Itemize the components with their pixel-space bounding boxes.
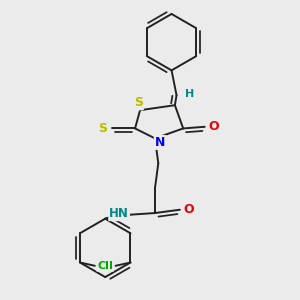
Text: O: O [184, 203, 194, 216]
Text: Cl: Cl [97, 261, 109, 271]
Text: S: S [98, 122, 107, 135]
Text: H: H [184, 88, 194, 99]
Text: N: N [155, 136, 165, 149]
Text: S: S [134, 96, 143, 110]
Text: O: O [209, 120, 219, 133]
Text: Cl: Cl [101, 261, 113, 271]
Text: HN: HN [109, 207, 129, 220]
